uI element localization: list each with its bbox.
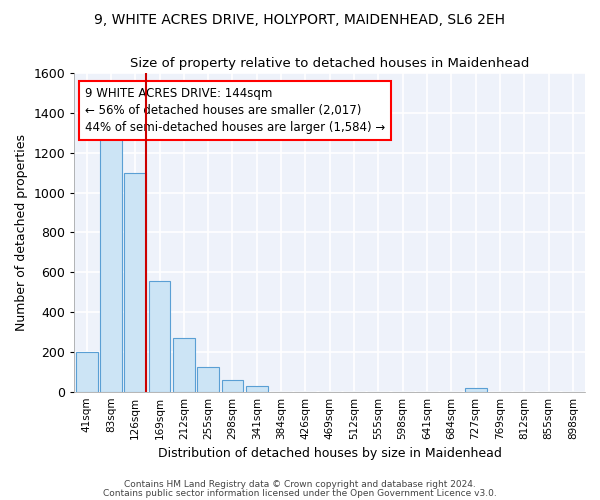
Bar: [100, 138, 122, 392]
Y-axis label: Number of detached properties: Number of detached properties: [15, 134, 28, 331]
Bar: [221, 380, 244, 392]
Text: 9, WHITE ACRES DRIVE, HOLYPORT, MAIDENHEAD, SL6 2EH: 9, WHITE ACRES DRIVE, HOLYPORT, MAIDENHE…: [95, 12, 505, 26]
Title: Size of property relative to detached houses in Maidenhead: Size of property relative to detached ho…: [130, 58, 529, 70]
Bar: [76, 352, 98, 392]
Text: Contains HM Land Registry data © Crown copyright and database right 2024.: Contains HM Land Registry data © Crown c…: [124, 480, 476, 489]
Bar: [173, 338, 195, 392]
Bar: [197, 367, 219, 392]
Text: 9 WHITE ACRES DRIVE: 144sqm
← 56% of detached houses are smaller (2,017)
44% of : 9 WHITE ACRES DRIVE: 144sqm ← 56% of det…: [85, 88, 385, 134]
Text: Contains public sector information licensed under the Open Government Licence v3: Contains public sector information licen…: [103, 488, 497, 498]
X-axis label: Distribution of detached houses by size in Maidenhead: Distribution of detached houses by size …: [158, 447, 502, 460]
Bar: [464, 388, 487, 392]
Bar: [124, 172, 146, 392]
Bar: [246, 386, 268, 392]
Bar: [149, 281, 170, 392]
